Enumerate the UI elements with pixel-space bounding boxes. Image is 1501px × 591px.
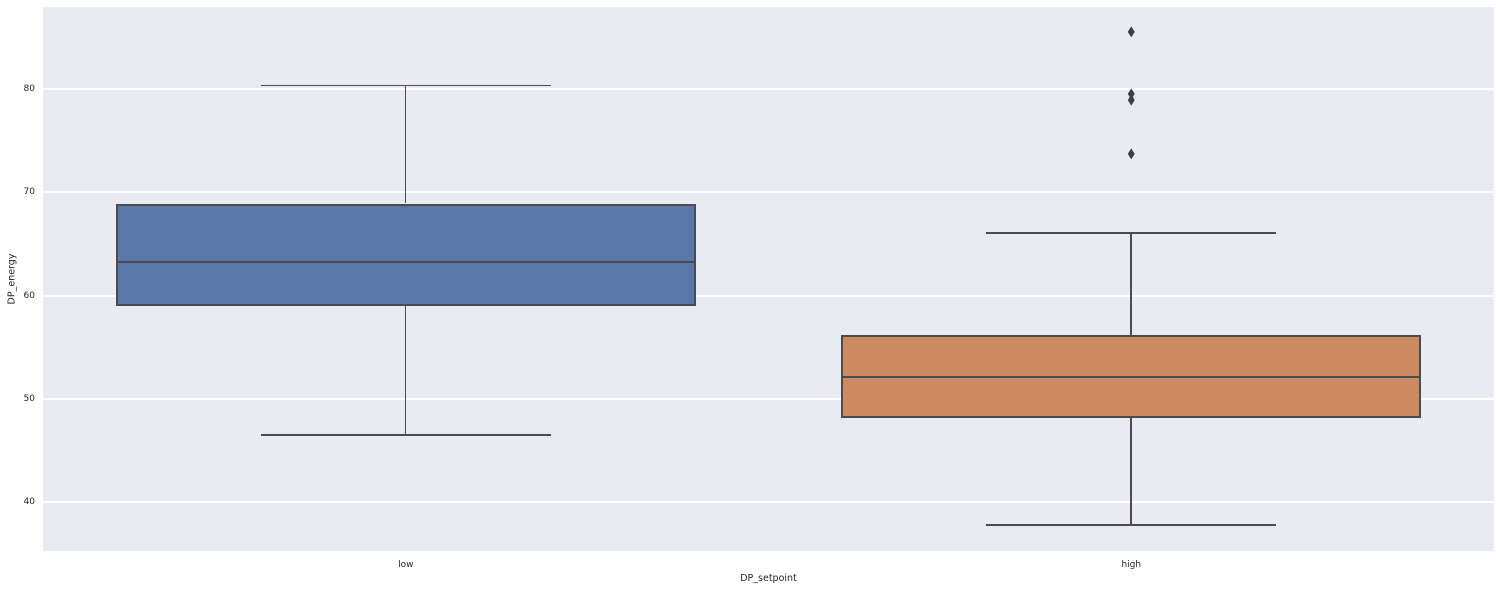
whisker-upper — [404, 85, 407, 204]
y-tick-label: 60 — [23, 290, 35, 301]
outlier-diamond — [1127, 88, 1135, 100]
median-line — [841, 376, 1422, 379]
y-tick-label: 80 — [23, 83, 35, 94]
whisker-cap — [986, 524, 1277, 526]
y-tick-label: 70 — [23, 187, 35, 198]
gridline — [43, 294, 1494, 297]
whisker-upper — [1130, 233, 1132, 335]
box-low — [115, 203, 696, 306]
gridline — [43, 87, 1494, 90]
outlier-diamond — [1127, 94, 1135, 106]
whisker-cap — [260, 434, 551, 436]
median-line — [115, 261, 696, 264]
outlier-diamond — [1127, 26, 1135, 38]
whisker-cap — [260, 84, 551, 87]
gridline — [43, 191, 1494, 194]
y-tick-label: 50 — [23, 393, 35, 404]
x-axis-label: DP_setpoint — [740, 573, 797, 584]
whisker-lower — [1130, 417, 1132, 526]
outlier-diamond — [1127, 148, 1135, 160]
box-high — [841, 334, 1422, 418]
y-tick-label: 40 — [23, 497, 35, 508]
whisker-cap — [986, 232, 1277, 235]
gridline — [43, 501, 1494, 504]
gridline — [43, 397, 1494, 400]
x-tick-label: low — [398, 560, 414, 570]
x-tick-label: high — [1121, 560, 1142, 570]
whisker-lower — [404, 305, 407, 436]
